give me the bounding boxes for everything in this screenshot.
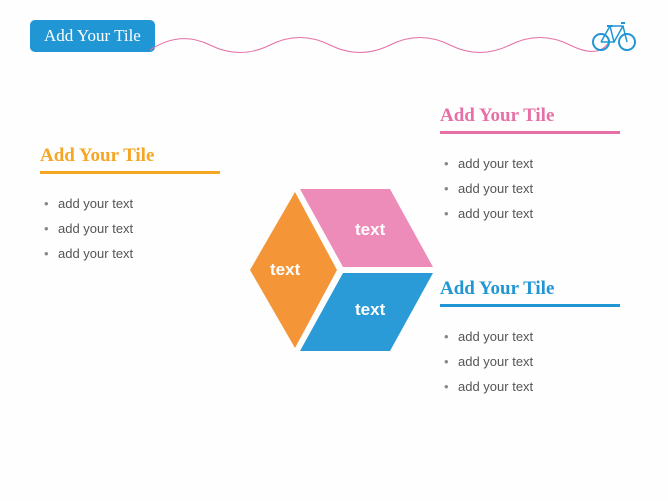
- list-item: add your text: [444, 156, 640, 171]
- section-left-title: Add Your Tile: [40, 145, 220, 174]
- hex-diagram: text text text: [240, 170, 440, 370]
- list-item: add your text: [444, 329, 640, 344]
- section-top-right-title: Add Your Tile: [440, 105, 620, 134]
- list-item: add your text: [444, 354, 640, 369]
- section-bottom-right-title: Add Your Tile: [440, 278, 620, 307]
- section-left: Add Your Tile add your text add your tex…: [40, 145, 230, 271]
- title-badge: Add Your Tile: [30, 20, 155, 52]
- bicycle-icon: [590, 18, 638, 52]
- section-bottom-right: Add Your Tile add your text add your tex…: [440, 278, 640, 404]
- section-top-right: Add Your Tile add your text add your tex…: [440, 105, 640, 231]
- list-item: add your text: [44, 221, 230, 236]
- list-item: add your text: [44, 246, 230, 261]
- list-item: add your text: [444, 181, 640, 196]
- list-item: add your text: [444, 379, 640, 394]
- wave-decoration: [150, 30, 610, 60]
- list-item: add your text: [44, 196, 230, 211]
- list-item: add your text: [444, 206, 640, 221]
